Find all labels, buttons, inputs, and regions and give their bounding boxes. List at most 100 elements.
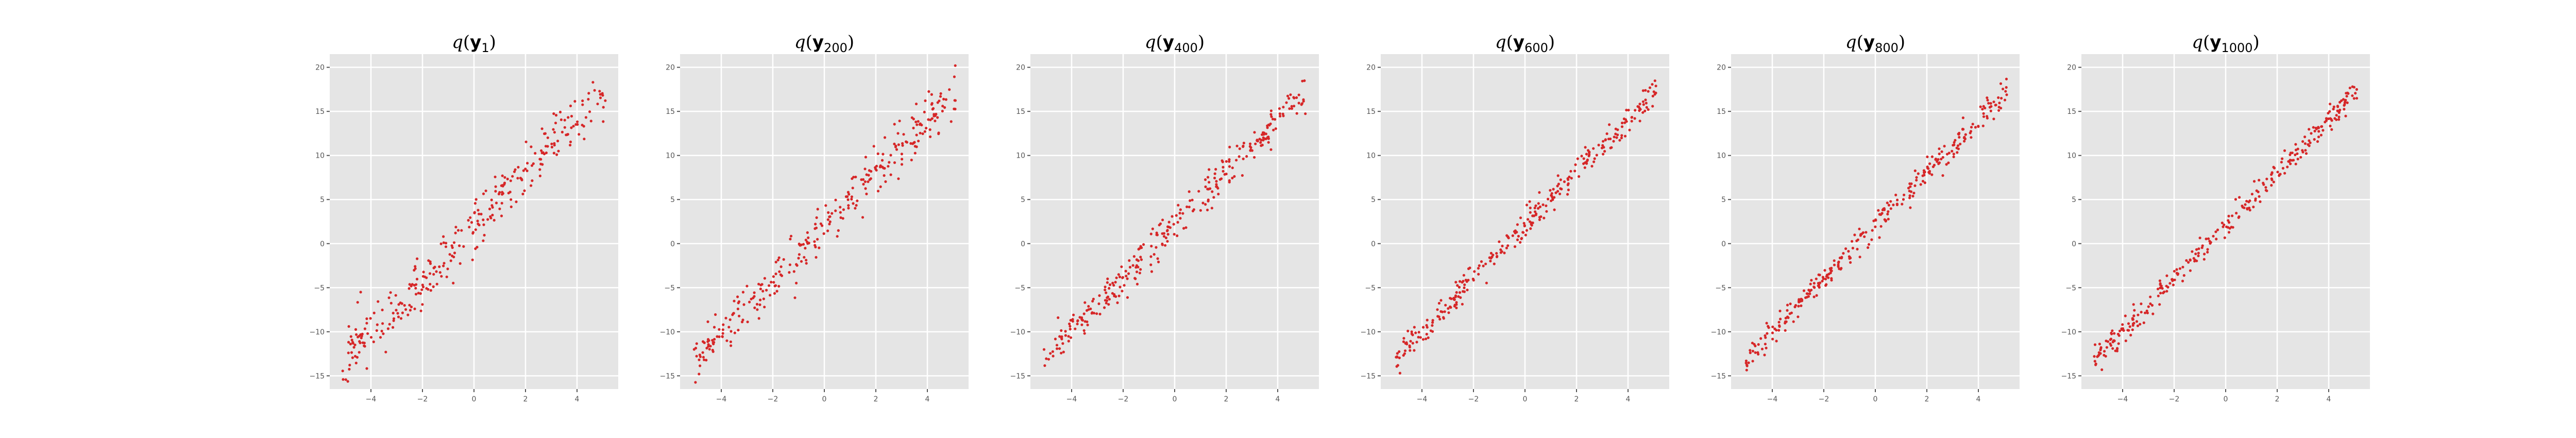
data-point	[1415, 341, 1418, 344]
data-point	[1458, 291, 1462, 294]
data-point	[2278, 173, 2281, 176]
data-point	[815, 216, 818, 219]
title-close-paren: )	[489, 32, 496, 53]
data-point	[867, 180, 870, 183]
data-point	[1567, 188, 1570, 192]
data-point	[388, 323, 391, 326]
data-point	[1137, 265, 1140, 268]
data-point	[438, 265, 441, 268]
data-point	[1576, 157, 1579, 160]
data-point	[2172, 283, 2175, 287]
data-point	[1793, 306, 1797, 309]
y-tick-label: −10	[1710, 328, 1726, 336]
data-point	[741, 318, 744, 322]
data-point	[1213, 176, 1216, 180]
data-point	[2346, 101, 2349, 104]
data-point	[417, 292, 420, 295]
data-point	[1765, 322, 1768, 325]
data-point	[1744, 359, 1748, 362]
data-point	[1566, 183, 1569, 187]
data-point	[1516, 238, 1519, 241]
data-point	[1302, 98, 1305, 101]
data-point	[581, 103, 584, 106]
data-point	[523, 189, 526, 192]
data-point	[1086, 309, 1089, 312]
data-point	[1137, 248, 1140, 251]
data-point	[921, 132, 924, 136]
data-point	[366, 332, 369, 335]
data-point	[583, 138, 586, 141]
data-point	[2337, 118, 2341, 121]
title-variable: y	[1863, 32, 1875, 53]
data-point	[1164, 237, 1167, 240]
data-point	[443, 262, 446, 265]
data-point	[1963, 137, 1967, 141]
data-point	[1176, 221, 1179, 224]
data-point	[1449, 297, 1452, 300]
data-point	[1886, 201, 1889, 205]
data-point	[558, 110, 562, 114]
data-point	[360, 336, 363, 340]
data-point	[1771, 325, 1774, 328]
data-point	[1818, 274, 1821, 277]
data-point	[1204, 203, 1207, 206]
data-point	[355, 356, 359, 359]
data-point	[1045, 357, 1048, 360]
data-point	[1108, 298, 1111, 301]
y-tick-label: 15	[1717, 108, 1726, 116]
data-point	[706, 338, 710, 341]
data-point	[510, 198, 513, 201]
data-point	[865, 173, 868, 176]
data-point	[854, 175, 857, 179]
data-point	[1087, 305, 1090, 308]
data-point	[1819, 281, 1822, 284]
data-point	[1207, 176, 1210, 179]
data-point	[1060, 351, 1063, 355]
data-point	[1228, 145, 1231, 148]
data-point	[1127, 272, 1130, 275]
data-point	[930, 93, 933, 96]
data-point	[1492, 254, 1495, 257]
data-point	[1477, 267, 1480, 270]
data-point	[883, 136, 887, 139]
data-point	[1215, 180, 1218, 183]
data-point	[765, 289, 768, 292]
data-point	[2308, 128, 2311, 131]
title-function: q	[2192, 32, 2203, 53]
data-point	[852, 202, 855, 205]
data-point	[714, 313, 717, 316]
data-point	[773, 292, 776, 295]
data-point	[1810, 279, 1813, 282]
data-point	[2327, 112, 2330, 115]
y-tick-label: 5	[1371, 196, 1376, 204]
data-point	[2301, 150, 2304, 154]
data-point	[828, 220, 832, 223]
data-point	[713, 338, 716, 341]
data-point	[846, 191, 850, 194]
data-point	[1808, 292, 1811, 295]
data-point	[1107, 303, 1110, 306]
data-point	[546, 136, 549, 139]
chart-title: q(y800)	[1845, 32, 1905, 55]
data-point	[2197, 247, 2200, 250]
data-point	[410, 306, 413, 309]
data-point	[353, 343, 357, 346]
data-point	[1534, 210, 1537, 213]
x-tick-label: 2	[2275, 395, 2280, 403]
data-point	[2283, 149, 2286, 152]
data-point	[1786, 304, 1789, 307]
data-point	[599, 93, 602, 96]
data-point	[1986, 116, 1989, 120]
data-point	[1797, 315, 1800, 318]
data-point	[2003, 98, 2007, 102]
data-point	[1157, 260, 1160, 263]
data-point	[372, 311, 376, 315]
data-point	[1952, 144, 1955, 147]
data-point	[864, 156, 867, 159]
data-point	[1214, 167, 1217, 171]
data-point	[1593, 157, 1596, 160]
data-point	[1505, 246, 1508, 249]
data-point	[473, 202, 477, 205]
data-point	[803, 256, 806, 259]
data-point	[2313, 129, 2316, 132]
